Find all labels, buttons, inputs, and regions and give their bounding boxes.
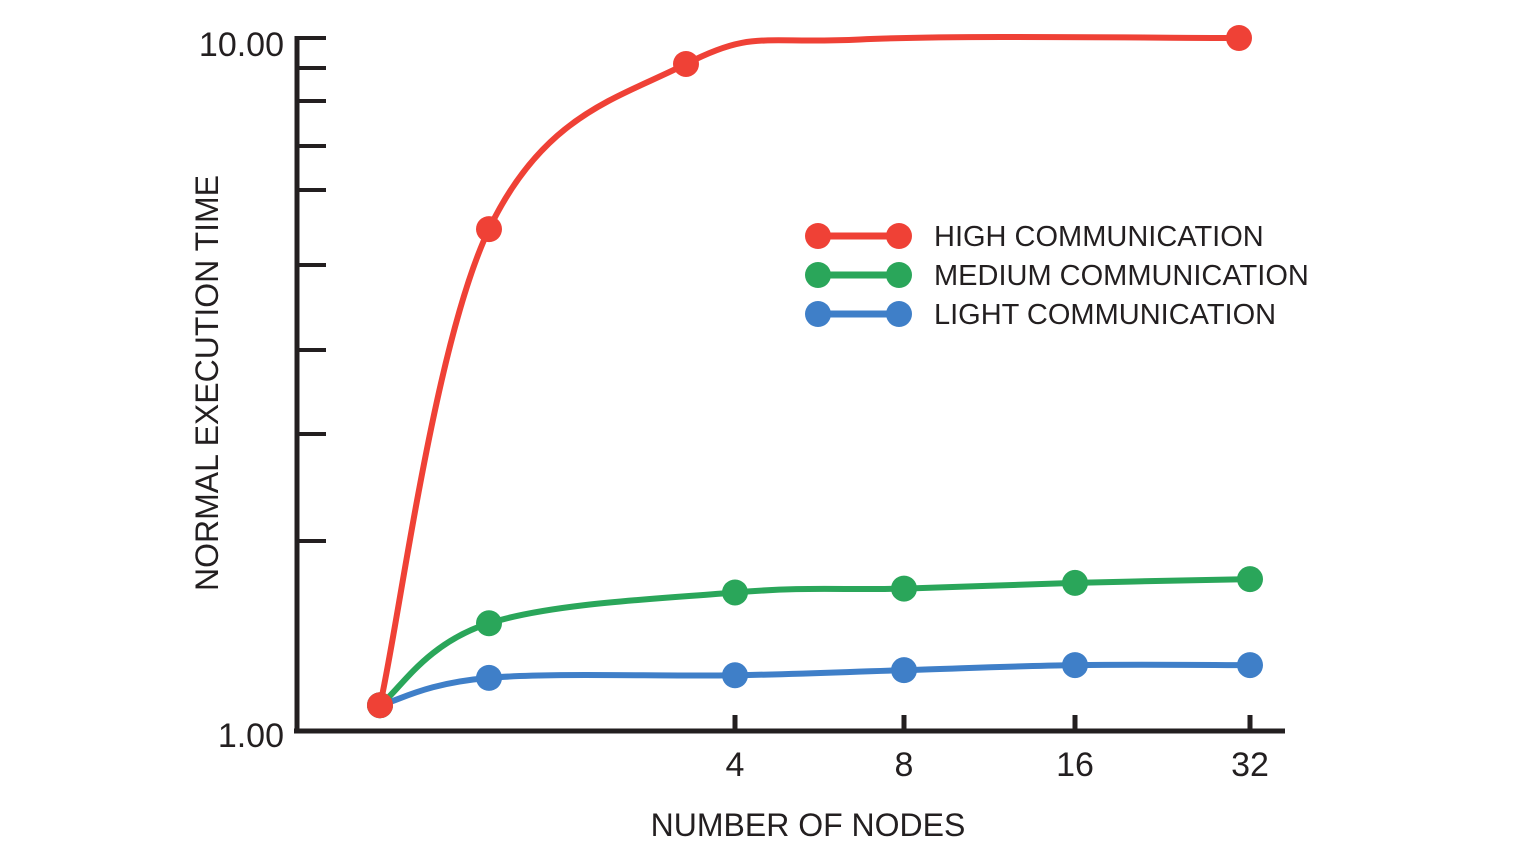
legend-item: MEDIUM COMMUNICATION (805, 260, 1309, 292)
data-point (722, 662, 748, 689)
legend-swatch-marker (805, 223, 831, 249)
data-point (891, 575, 917, 602)
legend-label: LIGHT COMMUNICATION (934, 299, 1276, 331)
legend-label: HIGH COMMUNICATION (934, 221, 1264, 253)
y-tick-label: 10.00 (199, 26, 284, 64)
data-point (673, 50, 699, 77)
data-point (722, 579, 748, 606)
data-point (476, 216, 502, 243)
x-tick-label: 8 (895, 746, 914, 784)
y-axis-title: NORMAL EXECUTION TIME (189, 175, 225, 591)
series-line (377, 661, 1253, 709)
x-axis-title: NUMBER OF NODES (651, 807, 966, 843)
x-ticks (732, 715, 1253, 731)
data-point (891, 657, 917, 684)
series-light-communication (367, 652, 1263, 719)
legend-swatch-marker (886, 262, 912, 288)
data-point (1226, 25, 1252, 51)
legend-label: MEDIUM COMMUNICATION (934, 260, 1309, 292)
data-point (1237, 566, 1263, 593)
data-point (476, 610, 502, 637)
x-tick-labels: 4 8 16 32 (726, 746, 1269, 784)
legend-swatch-marker (805, 301, 831, 327)
y-minor-ticks (297, 36, 326, 543)
series-line (377, 576, 1253, 709)
data-point (1062, 652, 1088, 679)
series-layer (367, 25, 1263, 719)
y-tick-label: 1.00 (218, 717, 284, 755)
x-tick-label: 16 (1056, 746, 1094, 784)
series-medium-communication (367, 566, 1263, 719)
legend: HIGH COMMUNICATION MEDIUM COMMUNICATION LI… (805, 221, 1309, 331)
series-high-communication (367, 25, 1252, 719)
series-line (377, 34, 1242, 709)
data-point (1062, 569, 1088, 596)
data-point (1237, 652, 1263, 679)
y-tick-labels: 10.00 1.00 (199, 26, 284, 755)
legend-swatch-marker (886, 301, 912, 327)
legend-item: LIGHT COMMUNICATION (805, 299, 1276, 331)
legend-swatch-marker (805, 262, 831, 288)
data-point (476, 664, 502, 691)
legend-swatch-marker (886, 223, 912, 249)
data-point (367, 692, 393, 719)
x-tick-label: 4 (726, 746, 745, 784)
legend-item: HIGH COMMUNICATION (805, 221, 1264, 253)
axes (294, 36, 1285, 734)
x-tick-label: 32 (1231, 746, 1269, 784)
